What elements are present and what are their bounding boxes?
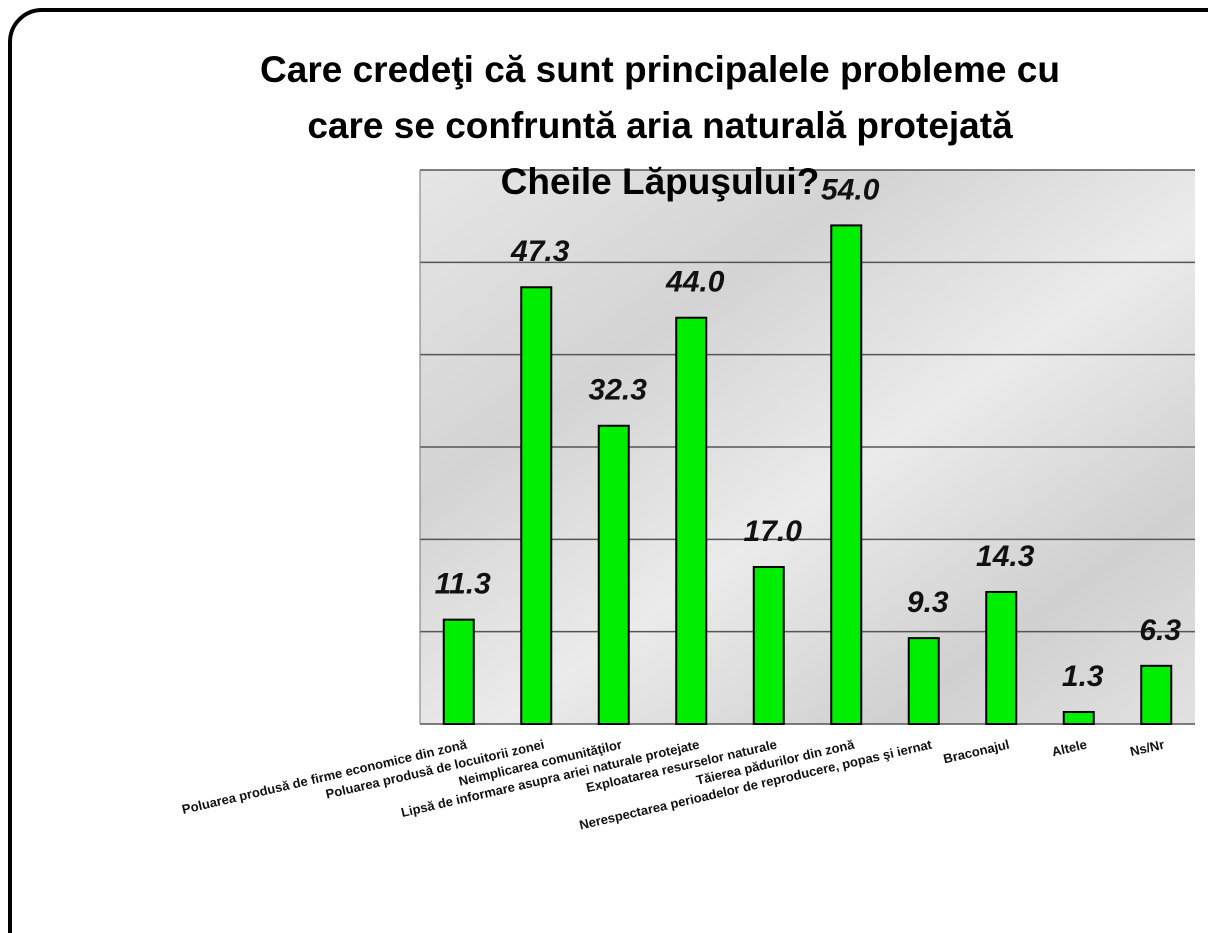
title: Care credeţi că sunt principalele proble… xyxy=(260,49,1060,202)
bar xyxy=(985,590,1018,725)
chart-title: Cheile Lăpuşului? xyxy=(501,161,820,202)
value-label: 17.0 xyxy=(744,515,803,548)
bar xyxy=(830,224,863,725)
bar xyxy=(1140,664,1173,726)
value-label: 6.3 xyxy=(1139,614,1181,647)
bar xyxy=(907,637,940,726)
bar xyxy=(752,566,785,725)
chart-title: care se confruntă aria naturală protejat… xyxy=(307,105,1013,146)
bar xyxy=(675,316,708,725)
value-label: 14.3 xyxy=(976,540,1035,573)
value-label: 32.3 xyxy=(589,374,648,407)
value-label: 11.3 xyxy=(435,568,491,601)
bar xyxy=(1062,710,1095,725)
value-label: 1.3 xyxy=(1062,660,1104,693)
value-label: 44.0 xyxy=(665,266,725,299)
bar xyxy=(597,424,630,725)
value-label: 9.3 xyxy=(907,586,949,619)
bar xyxy=(520,286,553,725)
value-label: 47.3 xyxy=(510,235,570,268)
value-label: 54.0 xyxy=(821,173,880,206)
chart-title: Care credeţi că sunt principalele proble… xyxy=(260,49,1060,90)
bar xyxy=(442,618,475,725)
